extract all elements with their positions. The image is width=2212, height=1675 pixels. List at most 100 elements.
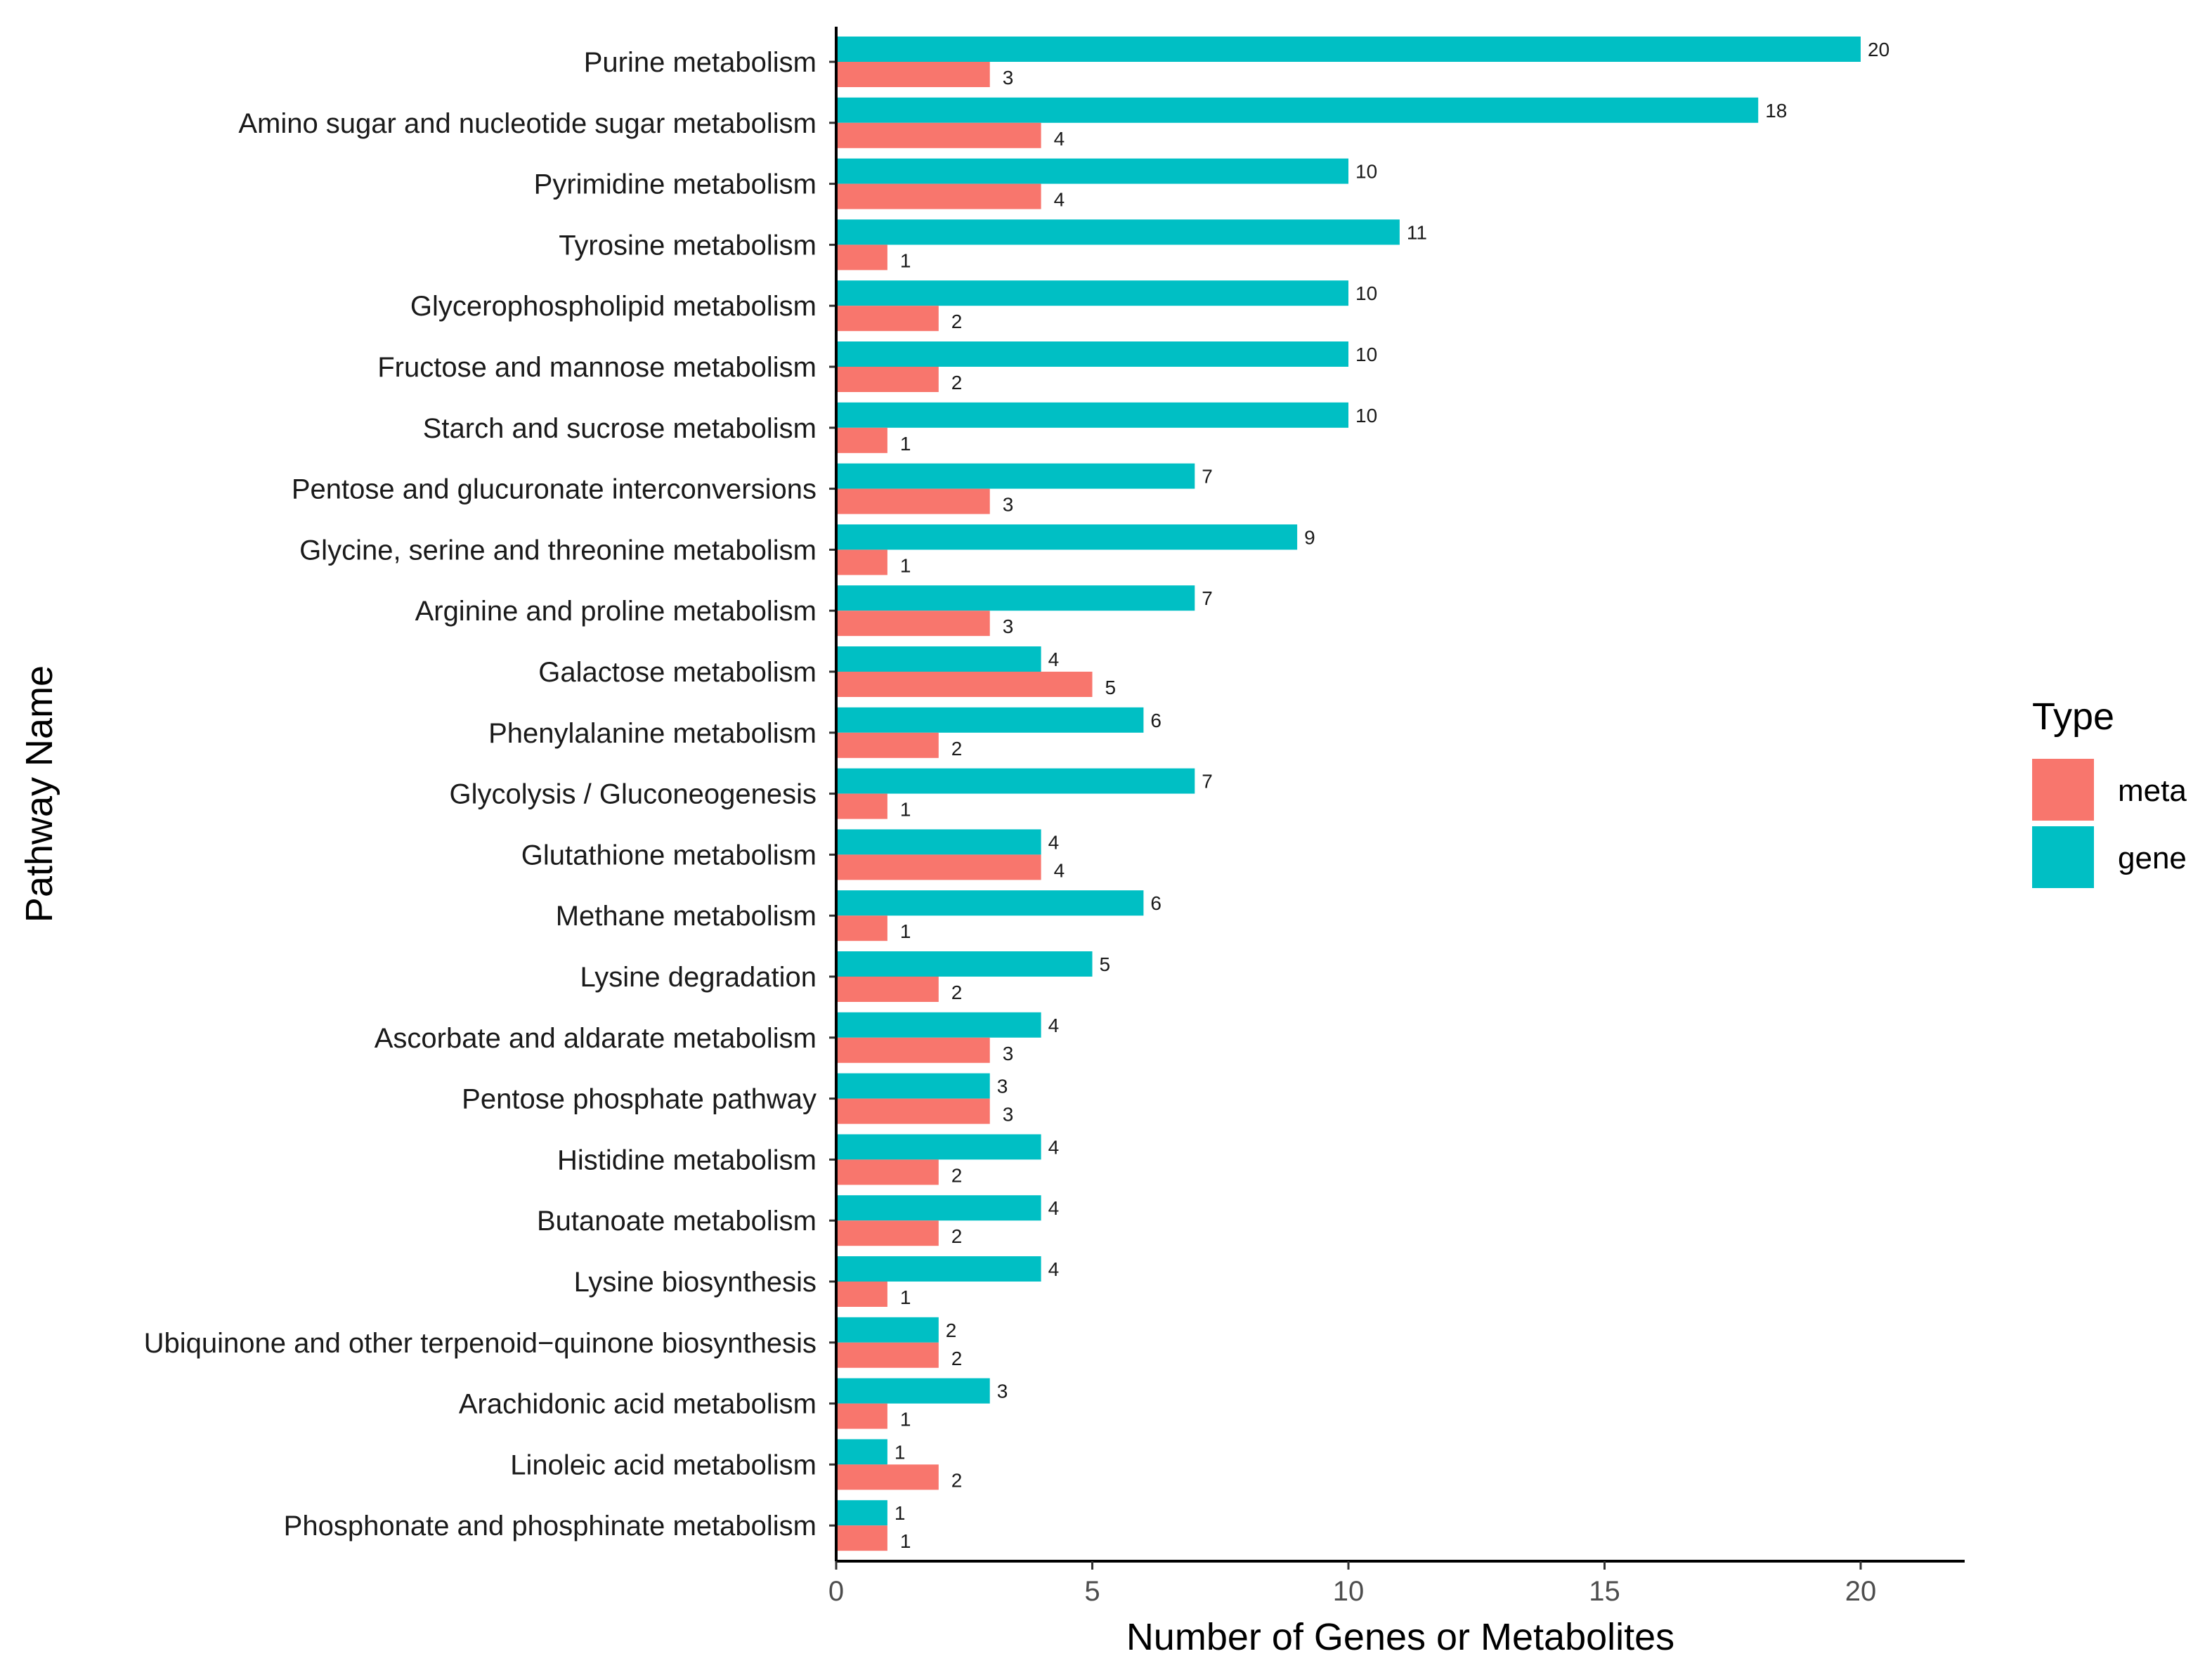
data-label-gene: 2 — [946, 1319, 957, 1341]
bar-gene — [836, 890, 1144, 916]
x-axis: 0 5 10 15 20 — [828, 1560, 1965, 1607]
bar-meta — [836, 183, 1041, 209]
data-label-gene: 4 — [1048, 831, 1060, 853]
y-tick-label: Histidine metabolism — [557, 1145, 817, 1175]
data-label-gene: 10 — [1355, 282, 1377, 304]
bar-meta — [836, 611, 990, 637]
y-tick-label: Pyrimidine metabolism — [534, 169, 817, 200]
bar-meta — [836, 1403, 887, 1429]
data-label-meta: 1 — [900, 1286, 911, 1308]
data-label-meta: 4 — [1054, 859, 1065, 881]
y-tick-label: Ascorbate and aldarate metabolism — [375, 1023, 817, 1054]
x-tick-label: 20 — [1845, 1576, 1877, 1607]
bar-gene — [836, 1439, 887, 1465]
legend: Type meta gene — [2032, 696, 2187, 888]
data-labels-group: 2031841041111021021017391734562714461524… — [894, 39, 1889, 1552]
legend-key-gene — [2032, 826, 2094, 888]
bar-meta — [836, 793, 887, 819]
data-label-gene: 7 — [1202, 771, 1213, 793]
x-tick-label: 15 — [1589, 1576, 1620, 1607]
x-axis-title: Number of Genes or Metabolites — [1126, 1616, 1674, 1658]
data-label-gene: 20 — [1868, 39, 1889, 60]
data-label-meta: 2 — [951, 738, 963, 760]
bar-meta — [836, 977, 939, 1002]
data-label-gene: 4 — [1048, 1197, 1060, 1219]
bar-meta — [836, 1464, 939, 1490]
data-label-gene: 11 — [1407, 221, 1427, 243]
x-tick-label: 0 — [828, 1576, 844, 1607]
bar-meta — [836, 549, 887, 575]
data-label-meta: 1 — [900, 249, 911, 271]
y-tick-label: Butanoate metabolism — [537, 1206, 817, 1237]
bar-meta — [836, 1525, 887, 1551]
bar-meta — [836, 427, 887, 453]
y-tick-label: Purine metabolism — [584, 47, 817, 78]
y-tick-label: Arginine and proline metabolism — [415, 596, 817, 627]
y-tick-label: Tyrosine metabolism — [559, 230, 817, 261]
data-label-gene: 6 — [1150, 892, 1162, 914]
bar-gene — [836, 97, 1759, 123]
bar-meta — [836, 1159, 939, 1185]
y-tick-label: Linoleic acid metabolism — [510, 1449, 817, 1480]
y-tick-label: Starch and sucrose metabolism — [423, 413, 817, 444]
data-label-gene: 3 — [997, 1381, 1008, 1402]
bar-gene — [836, 1256, 1041, 1282]
y-tick-label: Pentose phosphate pathway — [462, 1084, 817, 1115]
bar-meta — [836, 1037, 990, 1063]
data-label-gene: 4 — [1048, 1258, 1060, 1280]
y-tick-label: Ubiquinone and other terpenoid−quinone b… — [144, 1328, 817, 1359]
bar-gene — [836, 37, 1861, 62]
data-label-meta: 2 — [951, 311, 963, 332]
data-label-meta: 1 — [900, 433, 911, 455]
bar-gene — [836, 463, 1195, 489]
bar-gene — [836, 951, 1093, 977]
legend-label-gene: gene — [2118, 841, 2187, 875]
bar-gene — [836, 402, 1348, 428]
y-tick-label: Glutathione metabolism — [521, 840, 817, 871]
y-axis: Purine metabolism Amino sugar and nucleot… — [144, 27, 838, 1561]
y-tick-label: Glycine, serine and threonine metabolism — [299, 535, 817, 566]
data-label-gene: 4 — [1048, 1015, 1060, 1036]
data-label-gene: 10 — [1355, 161, 1377, 183]
bar-meta — [836, 245, 887, 271]
data-label-gene: 4 — [1048, 649, 1060, 670]
bar-meta — [836, 488, 990, 514]
bar-meta — [836, 367, 939, 392]
y-tick-label: Lysine biosynthesis — [574, 1267, 817, 1298]
bar-meta — [836, 62, 990, 87]
bar-meta — [836, 1220, 939, 1246]
bar-meta — [836, 915, 887, 941]
legend-title: Type — [2032, 696, 2114, 738]
legend-key-meta — [2032, 759, 2094, 821]
x-tick-label: 5 — [1084, 1576, 1100, 1607]
bar-meta — [836, 1342, 939, 1368]
bar-gene — [836, 280, 1348, 306]
data-label-meta: 3 — [1003, 1104, 1014, 1126]
y-tick-label: Phosphonate and phosphinate metabolism — [284, 1511, 817, 1542]
bar-meta — [836, 854, 1041, 880]
data-label-gene: 7 — [1202, 587, 1213, 609]
y-tick-label: Arachidonic acid metabolism — [459, 1389, 817, 1420]
bar-gene — [836, 1012, 1041, 1038]
y-tick-label: Glycerophospholipid metabolism — [410, 291, 817, 322]
bar-meta — [836, 1098, 990, 1124]
bar-meta — [836, 1282, 887, 1307]
bar-gene — [836, 341, 1348, 367]
data-label-gene: 1 — [894, 1441, 906, 1463]
legend-label-meta: meta — [2118, 774, 2187, 808]
data-label-meta: 2 — [951, 982, 963, 1003]
bar-gene — [836, 829, 1041, 855]
data-label-meta: 5 — [1105, 677, 1117, 698]
bar-gene — [836, 219, 1400, 245]
bar-gene — [836, 1195, 1041, 1221]
data-label-meta: 3 — [1003, 494, 1014, 516]
y-tick-label: Pentose and glucuronate interconversions — [292, 474, 817, 505]
y-tick-label: Amino sugar and nucleotide sugar metabol… — [238, 108, 817, 139]
y-axis-title: Pathway Name — [18, 665, 60, 923]
data-label-meta: 2 — [951, 1225, 963, 1247]
bar-gene — [836, 158, 1348, 184]
bar-gene — [836, 1073, 990, 1099]
bar-gene — [836, 524, 1298, 550]
data-label-meta: 3 — [1003, 615, 1014, 637]
